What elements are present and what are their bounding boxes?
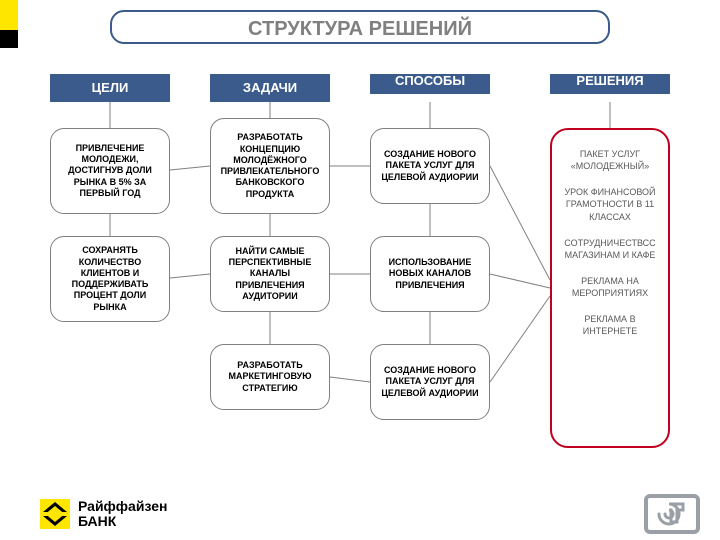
method-node-1: ИСПОЛЬЗОВАНИЕ НОВЫХ КАНАЛОВ ПРИВЛЕЧЕНИЯ bbox=[370, 236, 490, 312]
task-node-1: НАЙТИ САМЫЕ ПЕРСПЕКТИВНЫЕ КАНАЛЫ ПРИВЛЕЧ… bbox=[210, 236, 330, 312]
goal-node-0: ПРИВЛЕЧЕНИЕ МОЛОДЕЖИ, ДОСТИГНУВ ДОЛИ РЫН… bbox=[50, 128, 170, 214]
solution-item-1: УРОК ФИНАНСОВОЙ ГРАМОТНОСТИ В 11 КЛАССАХ bbox=[560, 186, 660, 222]
solution-item-3: РЕКЛАМА НА МЕРОПРИЯТИЯХ bbox=[560, 275, 660, 299]
solutions-box: ПАКЕТ УСЛУГ «МОЛОДЕЖНЫЙ» УРОК ФИНАНСОВОЙ… bbox=[550, 128, 670, 448]
goal-node-1: СОХРАНЯТЬ КОЛИЧЕСТВО КЛИЕНТОВ И ПОДДЕРЖИ… bbox=[50, 236, 170, 322]
method-node-2: СОЗДАНИЕ НОВОГО ПАКЕТА УСЛУГ ДЛЯ ЦЕЛЕВОЙ… bbox=[370, 344, 490, 420]
task-node-2: РАЗРАБОТАТЬ МАРКЕТИНГОВУЮ СТРАТЕГИЮ bbox=[210, 344, 330, 410]
task-node-0: РАЗРАБОТАТЬ КОНЦЕПЦИЮ МОЛОДЁЖНОГО ПРИВЛЕ… bbox=[210, 118, 330, 214]
method-node-0: СОЗДАНИЕ НОВОГО ПАКЕТА УСЛУГ ДЛЯ ЦЕЛЕВОЙ… bbox=[370, 128, 490, 204]
solution-item-2: СОТРУДНИЧЕСТВСС МАГАЗИНАМ И КАФЕ bbox=[560, 237, 660, 261]
solution-item-4: РЕКЛАМА В ИНТЕРНЕТЕ bbox=[560, 313, 660, 337]
solution-item-0: ПАКЕТ УСЛУГ «МОЛОДЕЖНЫЙ» bbox=[560, 148, 660, 172]
